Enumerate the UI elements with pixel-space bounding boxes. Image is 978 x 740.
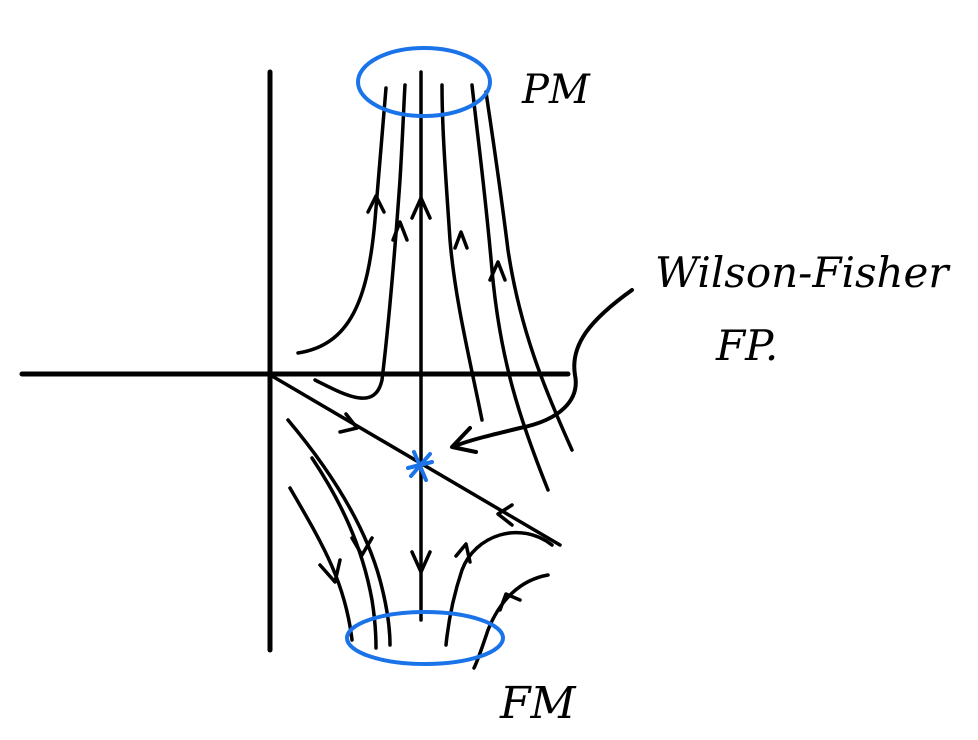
flow-line-fm-3	[310, 456, 378, 650]
flow-line-pm-1	[296, 86, 388, 355]
arrow-down-3	[410, 550, 432, 574]
arrow-up-2	[391, 220, 409, 242]
wilson-fisher-label: Wilson-Fisher	[655, 248, 949, 297]
arrow-up-4	[453, 230, 469, 250]
arrow-down-1	[318, 558, 342, 584]
fixed-point-asterisk-icon	[406, 450, 434, 482]
arrow-diag-right	[496, 503, 514, 527]
arrow-up-1	[366, 194, 386, 214]
fixed-point-label: FP.	[716, 321, 779, 370]
flow-line-fm-2	[288, 486, 354, 642]
pointer-arrowhead	[450, 426, 478, 454]
flow-line-pm-5	[484, 90, 574, 452]
arrow-down-2	[350, 536, 374, 557]
arrow-down-4	[454, 542, 472, 564]
arrow-diag	[338, 412, 359, 434]
flow-line-pm-4	[470, 83, 550, 492]
flow-line-pm-2	[313, 83, 407, 400]
fm-label: FM	[500, 678, 576, 729]
arrow-down-5	[498, 592, 522, 612]
arrow-up-3	[410, 196, 432, 220]
flow-line-fm-4	[444, 530, 554, 647]
pm-ellipse	[356, 46, 492, 118]
pm-label: PM	[522, 67, 590, 113]
pointer-arrow	[453, 288, 634, 448]
flow-line-pm-3	[440, 83, 484, 422]
arrow-up-5	[488, 260, 507, 282]
flow-line-fm-1	[286, 418, 392, 647]
fm-ellipse	[345, 610, 505, 666]
